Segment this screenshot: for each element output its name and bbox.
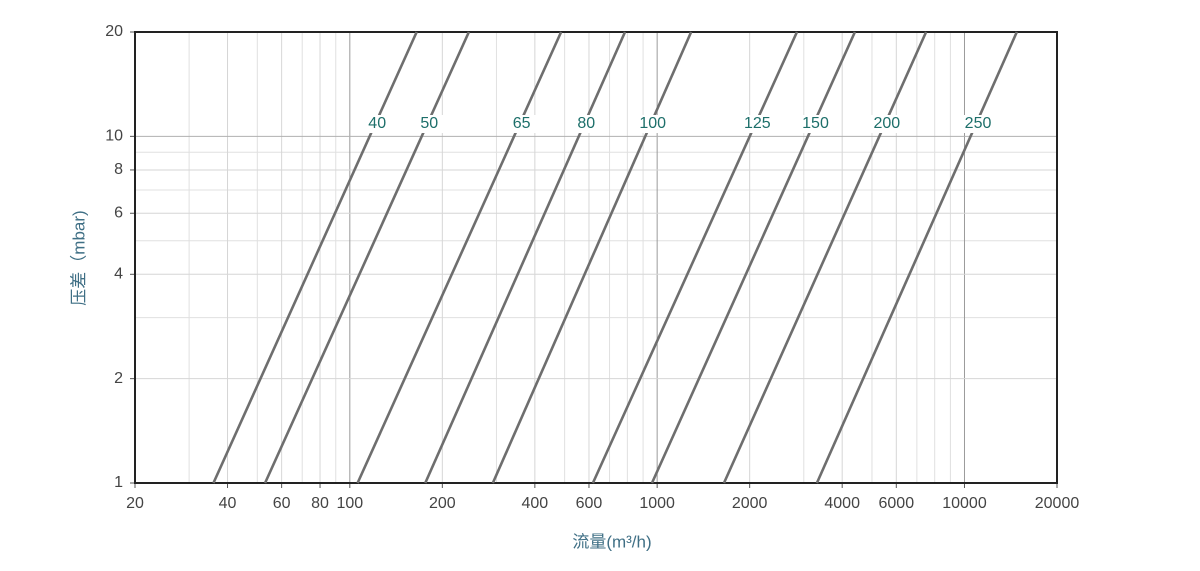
plot-frame: [134, 31, 1058, 484]
label-bg: [570, 115, 601, 133]
series-label: 40: [368, 115, 386, 132]
x-tick-label: 600: [576, 495, 603, 512]
label-bg: [870, 115, 901, 133]
y-tick-label: 2: [114, 370, 123, 387]
series-line: [424, 31, 627, 484]
series-label: 65: [513, 115, 531, 132]
label-bg: [741, 115, 772, 133]
series-label: 150: [802, 115, 829, 132]
y-tick-label: 20: [105, 23, 123, 40]
y-axis-label: 压差（mbar): [69, 210, 88, 305]
y-tick-label: 1: [114, 474, 123, 491]
series-line: [356, 31, 563, 484]
series-label: 200: [874, 115, 901, 132]
x-tick-label: 1000: [639, 495, 675, 512]
x-tick-label: 60: [273, 495, 291, 512]
series-line: [491, 31, 693, 484]
label-bg: [413, 115, 444, 133]
y-tick-label: 10: [105, 128, 123, 145]
x-tick-label: 10000: [942, 495, 987, 512]
series-label: 250: [965, 115, 992, 132]
series-label: 125: [744, 115, 771, 132]
x-axis-label: 流量(m³/h): [572, 532, 651, 551]
label-bg: [799, 115, 830, 133]
label-bg: [361, 115, 392, 133]
x-tick-label: 200: [429, 495, 456, 512]
y-tick-label: 4: [114, 266, 123, 283]
x-tick-label: 2000: [732, 495, 768, 512]
label-bg: [636, 115, 667, 133]
series-label: 50: [420, 115, 438, 132]
x-tick-label: 80: [311, 495, 329, 512]
series-line: [815, 31, 1018, 484]
series-line: [212, 31, 418, 484]
x-tick-label: 100: [336, 495, 363, 512]
series-line: [722, 31, 928, 484]
x-tick-label: 40: [219, 495, 237, 512]
series-line: [263, 31, 471, 484]
series-label: 80: [577, 115, 595, 132]
series-label: 100: [639, 115, 666, 132]
y-tick-label: 8: [114, 161, 123, 178]
x-tick-label: 20: [126, 495, 144, 512]
x-tick-label: 6000: [879, 495, 915, 512]
y-tick-label: 6: [114, 204, 123, 221]
label-bg: [505, 115, 536, 133]
series-line: [650, 31, 857, 484]
x-tick-label: 4000: [824, 495, 860, 512]
x-tick-label: 400: [521, 495, 548, 512]
label-bg: [962, 115, 993, 133]
series-line: [591, 31, 799, 484]
x-tick-label: 20000: [1035, 495, 1080, 512]
